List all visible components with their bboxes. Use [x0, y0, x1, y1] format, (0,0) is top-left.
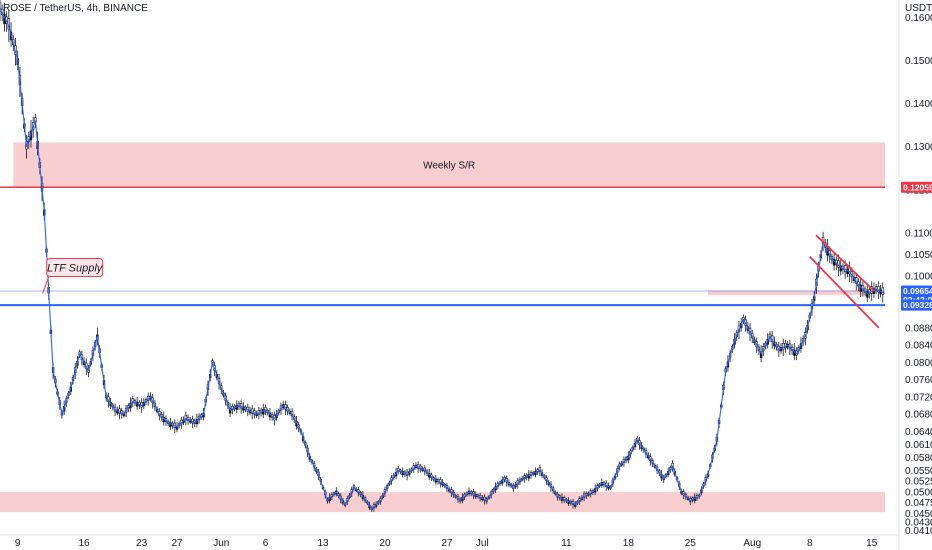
- y-tick-label: 0.07200: [905, 392, 932, 403]
- support-tag-text: 0.09328: [903, 300, 932, 310]
- callout-box-0: [46, 258, 104, 278]
- callout-label-0: LTF Supply: [47, 263, 104, 275]
- candle-body: [759, 351, 763, 358]
- y-tick-label: 0.06100: [905, 440, 932, 451]
- candle-body: [866, 291, 869, 298]
- x-tick-label: 20: [379, 538, 391, 549]
- zone-2: [708, 290, 868, 296]
- price-series-line: [0, 8, 886, 510]
- x-tick-label: 15: [866, 538, 878, 549]
- y-tick-label: 0.04100: [905, 526, 932, 537]
- x-tick-label: 27: [441, 538, 453, 549]
- y-tick-label: 0.06800: [905, 410, 932, 421]
- y-tick-label: 0.15000: [905, 56, 932, 67]
- currency-label: USDT: [905, 3, 932, 14]
- x-tick-label: 6: [263, 538, 269, 549]
- zone-1: [0, 491, 885, 513]
- y-tick-label: 0.08000: [905, 358, 932, 369]
- zone-0: [13, 142, 885, 188]
- candle-body: [0, 2, 2, 12]
- time-scale[interactable]: 9 16 23 27 Jun 6 13 20 27 Jul 11 18 25 Aug 8 15: [15, 538, 878, 549]
- channel-layer: [809, 234, 880, 329]
- price-line-layer: [0, 8, 886, 510]
- candle-body: [175, 425, 179, 430]
- resistance-tag-bg: [901, 181, 932, 193]
- x-tick-label: 9: [15, 538, 21, 549]
- y-tick-label: 0.14000: [905, 99, 932, 110]
- candle-body: [264, 407, 267, 412]
- candle-body: [881, 287, 884, 295]
- candle-body: [237, 403, 241, 407]
- candle-body: [874, 286, 878, 291]
- channel-line-1: [809, 256, 880, 329]
- zone-label-0: Weekly S/R: [423, 161, 475, 172]
- y-tick-label: 0.04500: [905, 509, 932, 520]
- candle-body: [184, 415, 188, 421]
- y-tick-label: 0.11000: [905, 228, 932, 239]
- y-tick-label: 0.05500: [905, 466, 932, 477]
- x-tick-label: 27: [171, 538, 183, 549]
- y-tick-label: 0.04750: [905, 498, 932, 509]
- candle-body: [131, 398, 134, 403]
- current-price-tag-text: 0.09654: [903, 286, 932, 296]
- channel-line-0: [815, 234, 876, 292]
- y-tick-label: 0.08800: [905, 323, 932, 334]
- x-tick-label: 23: [136, 538, 148, 549]
- x-tick-label: 18: [623, 538, 635, 549]
- candle-body: [538, 467, 542, 472]
- y-tick-label: 0.05800: [905, 453, 932, 464]
- x-tick-label: 16: [79, 538, 91, 549]
- y-tick-label: 0.13000: [905, 142, 932, 153]
- x-tick-label: Jul: [476, 538, 489, 549]
- y-tick-label: 0.08400: [905, 341, 932, 352]
- annotations-layer: LTF Supply: [42, 258, 104, 294]
- x-tick-label: Jun: [213, 538, 229, 549]
- y-tick-label: 0.16000: [905, 13, 932, 24]
- candle-body: [843, 265, 847, 272]
- candle-body: [782, 343, 785, 350]
- zones-layer: Weekly S/R: [0, 142, 885, 513]
- y-tick-label: 0.10000: [905, 272, 932, 283]
- y-tick-label: 0.04300: [905, 518, 932, 529]
- x-tick-label: Aug: [743, 538, 761, 549]
- x-tick-label: 11: [561, 538, 572, 549]
- y-tick-label: 0.06400: [905, 427, 932, 438]
- callout-pointer-0: [42, 276, 50, 294]
- y-tick-label: 0.05000: [905, 487, 932, 498]
- x-tick-label: 25: [685, 538, 697, 549]
- support-tag-bg: [901, 299, 932, 311]
- level-lines-layer: [0, 186, 885, 307]
- x-tick-label: 13: [317, 538, 329, 549]
- chart-title: ROSE / TetherUS, 4h, BINANCE: [3, 3, 148, 14]
- resistance-tag-text: 0.12059: [903, 182, 932, 192]
- candle-body: [877, 285, 880, 293]
- y-tick-label: 0.05250: [905, 477, 932, 488]
- y-tick-label: 0.07600: [905, 375, 932, 386]
- x-tick-label: 8: [807, 538, 813, 549]
- y-tick-label: 0.10500: [905, 250, 932, 261]
